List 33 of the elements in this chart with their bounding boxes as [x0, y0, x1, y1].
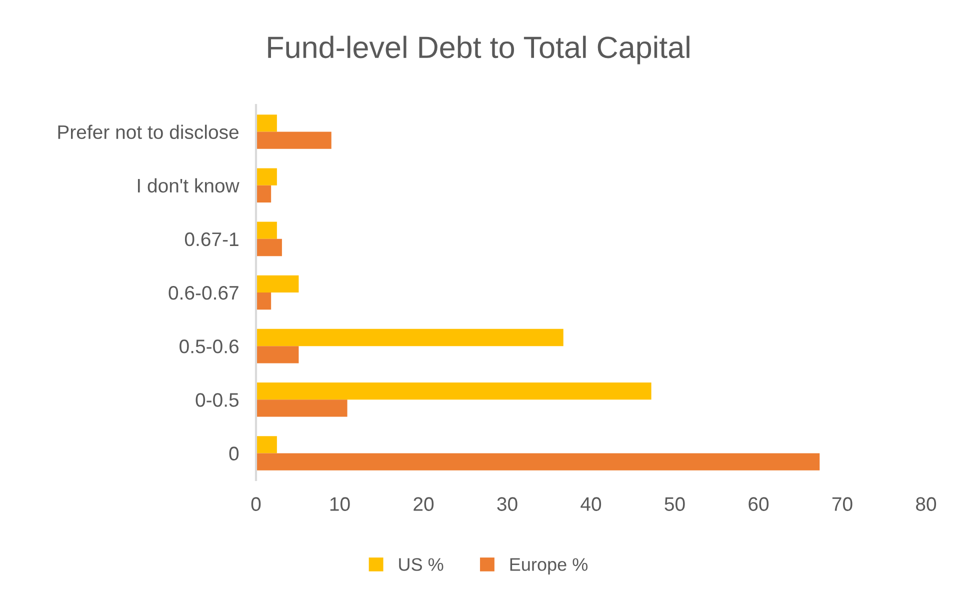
bar — [256, 436, 277, 454]
bar — [256, 400, 348, 417]
x-tick-label: 20 — [414, 497, 434, 511]
bar — [256, 346, 299, 364]
bar — [256, 328, 564, 346]
y-tick-label: 0-0.5 — [196, 393, 239, 407]
x-tick-label: 10 — [330, 497, 350, 511]
bar — [256, 382, 652, 400]
legend-label: Europe % — [510, 558, 588, 574]
bar — [256, 185, 272, 202]
y-tick-label: 0 — [229, 446, 239, 460]
x-tick-label: 60 — [748, 497, 769, 511]
bar — [256, 168, 277, 186]
y-tick-label: 0.5-0.6 — [180, 340, 238, 354]
bar — [256, 222, 277, 239]
chart-title: Fund-level Debt to Total Capital — [268, 36, 690, 64]
y-tick-label: 0.67-1 — [184, 232, 238, 246]
x-tick-label: 80 — [916, 497, 936, 511]
x-tick-label: 50 — [664, 497, 685, 511]
bar — [256, 238, 282, 256]
x-tick-label: 70 — [832, 497, 852, 511]
y-tick-label: Prefer not to disclose — [58, 124, 238, 140]
bar — [256, 453, 820, 470]
y-tick-label: 0.6-0.67 — [168, 286, 238, 300]
bar — [256, 114, 277, 132]
x-tick-label: 0 — [251, 497, 261, 511]
y-tick-label: I don't know — [138, 178, 240, 193]
bar — [256, 132, 332, 149]
x-tick-label: 30 — [497, 497, 518, 511]
x-tick-label: 40 — [580, 497, 602, 511]
bar — [256, 292, 272, 310]
legend-label: US % — [399, 558, 444, 571]
bar — [256, 275, 299, 292]
